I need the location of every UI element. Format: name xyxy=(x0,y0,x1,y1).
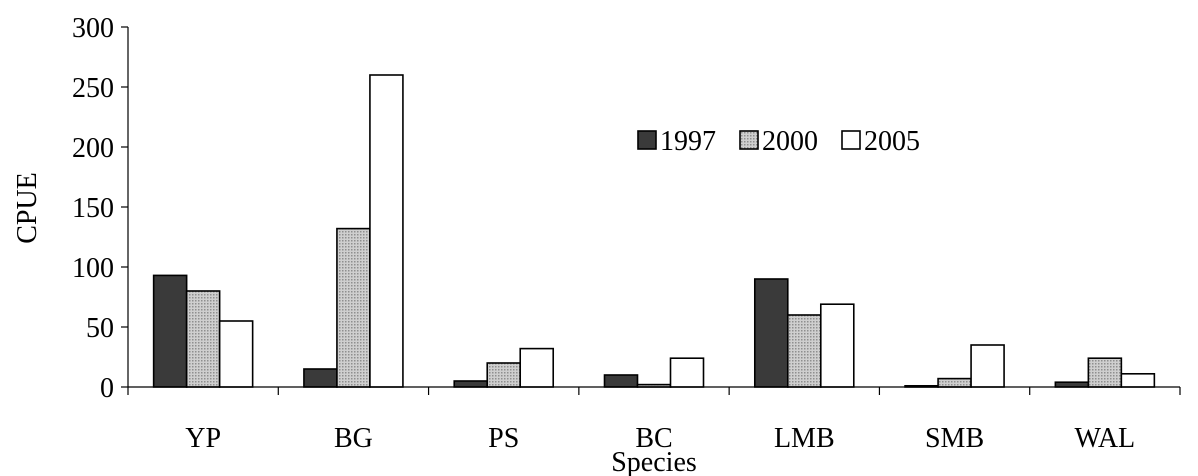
y-tick-label: 0 xyxy=(100,373,114,404)
y-tick-label: 100 xyxy=(72,253,114,284)
bar-ps-1997 xyxy=(453,380,489,388)
bar-bg-2000 xyxy=(336,227,371,388)
bar-bg-1997 xyxy=(303,368,338,388)
bar-bc-1997 xyxy=(603,374,639,388)
x-category-label: YP xyxy=(185,423,221,454)
legend-label-1997: 1997 xyxy=(660,126,716,157)
x-category-label: BC xyxy=(635,423,672,454)
x-category-label: LMB xyxy=(774,423,835,454)
x-axis-title: Species xyxy=(611,447,697,476)
bar-yp-1997 xyxy=(152,274,188,388)
bar-yp-2000 xyxy=(185,290,221,388)
x-axis-labels: YP BG PS BC LMB SMB WAL xyxy=(185,423,1135,454)
y-axis-title: CPUE xyxy=(12,172,43,244)
bar-smb-2000 xyxy=(937,377,972,388)
legend-label-2000: 2000 xyxy=(762,126,818,157)
legend-label-2005: 2005 xyxy=(864,126,920,157)
bar-ps-2005 xyxy=(519,347,555,388)
bar-lmb-2000 xyxy=(786,314,822,388)
bar-wal-2005 xyxy=(1120,372,1156,388)
bar-wal-1997 xyxy=(1054,381,1090,388)
y-tick-label: 200 xyxy=(72,133,114,164)
x-category-label: WAL xyxy=(1075,423,1136,454)
bar-bc-2005 xyxy=(669,357,705,388)
axes xyxy=(127,27,1181,395)
bar-lmb-1997 xyxy=(753,278,789,388)
bar-lmb-2005 xyxy=(819,303,855,388)
bar-wal-2000 xyxy=(1087,357,1123,388)
bar-ps-2000 xyxy=(486,362,522,388)
x-category-label: PS xyxy=(488,423,519,454)
bar-bg-2005 xyxy=(369,74,404,388)
y-tick-label: 250 xyxy=(72,73,114,104)
bars xyxy=(152,74,1156,388)
legend-swatch-1997 xyxy=(637,130,657,150)
y-tick-label: 50 xyxy=(86,313,114,344)
legend-swatch-2005 xyxy=(841,130,861,150)
y-axis-ticks: 0 50 100 150 200 250 300 xyxy=(72,13,128,404)
bar-yp-2005 xyxy=(218,320,254,388)
y-tick-label: 300 xyxy=(72,13,114,44)
x-category-label: BG xyxy=(334,423,373,454)
legend: 1997 2000 2005 xyxy=(637,126,920,157)
bar-smb-2005 xyxy=(970,344,1005,388)
y-tick-label: 150 xyxy=(72,193,114,224)
legend-swatch-2000 xyxy=(739,130,759,150)
x-category-label: SMB xyxy=(925,423,984,454)
